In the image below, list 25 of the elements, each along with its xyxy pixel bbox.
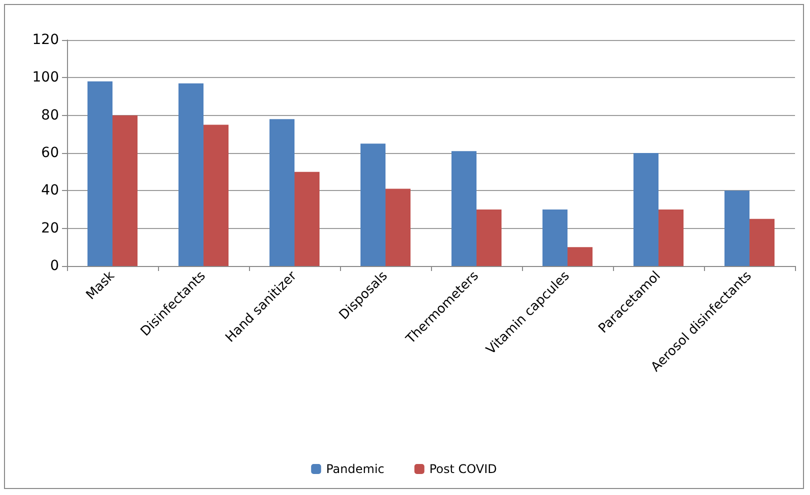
y-tick-label: 20 — [41, 220, 59, 236]
y-tick-label: 120 — [32, 32, 59, 48]
y-tick-label: 60 — [41, 145, 59, 161]
bar — [568, 247, 593, 266]
bar — [204, 124, 229, 266]
bar — [658, 210, 684, 266]
y-tick-label: 40 — [41, 182, 59, 199]
y-tick-label: 0 — [50, 258, 59, 274]
bar — [294, 172, 320, 266]
bar — [360, 144, 386, 266]
legend-label: Pandemic — [326, 462, 384, 476]
bar — [633, 153, 658, 266]
y-tick-label: 100 — [32, 70, 59, 86]
bar — [750, 218, 775, 266]
bar — [112, 115, 138, 266]
bar — [542, 210, 568, 266]
bar — [178, 83, 204, 266]
bar — [476, 210, 502, 266]
bar — [724, 190, 750, 266]
bar — [269, 119, 294, 266]
y-tick-label: 80 — [41, 107, 59, 124]
legend-label: Post COVID — [429, 462, 497, 476]
bar — [386, 188, 411, 266]
bar — [87, 81, 112, 266]
bar — [451, 151, 476, 266]
